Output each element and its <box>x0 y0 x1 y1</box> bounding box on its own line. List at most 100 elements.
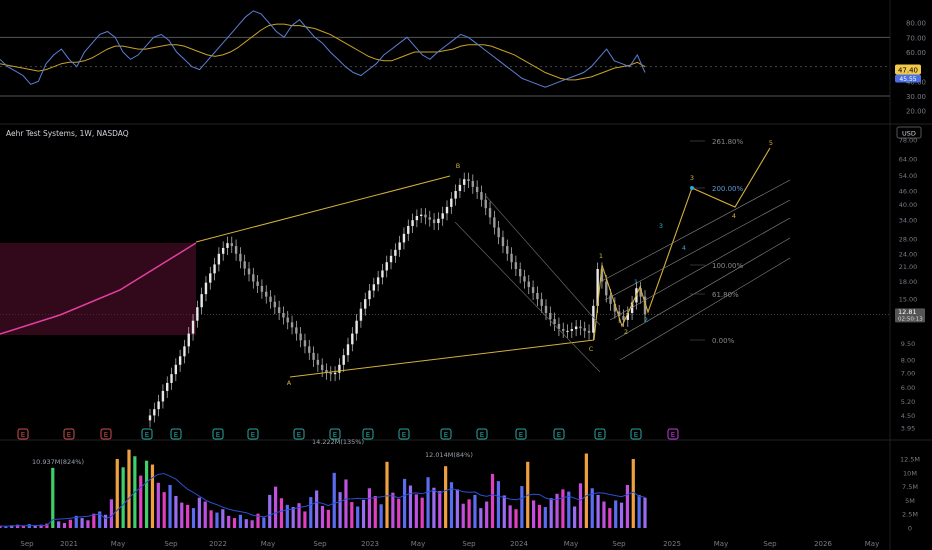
volume-bar <box>502 495 506 528</box>
candle-body <box>566 330 569 332</box>
price-tick-label: 21.00 <box>899 263 918 271</box>
wave-label: 1 <box>599 252 603 260</box>
candle-body <box>265 291 268 297</box>
x-axis-label: Sep <box>20 540 34 548</box>
candle-body <box>609 295 612 304</box>
volume-bar <box>549 498 553 528</box>
price-tick-label: 9.50 <box>901 340 915 348</box>
price-tick-label: 54.00 <box>899 172 918 180</box>
candle-body <box>346 344 350 356</box>
rsi-value-badge <box>895 64 921 75</box>
earnings-label: E <box>480 431 484 439</box>
earnings-marker <box>212 428 224 440</box>
x-axis-label: Sep <box>612 540 626 548</box>
candles-group <box>148 172 647 428</box>
volume-bar <box>485 501 489 528</box>
volume-annotation: 12.014M(84%) <box>425 451 473 459</box>
currency-button[interactable] <box>896 126 922 139</box>
volume-bar <box>174 496 178 528</box>
earnings-marker <box>398 428 410 440</box>
candle-body <box>428 217 431 220</box>
volume-bar <box>385 461 389 528</box>
volume-annotation: 14.222M(135%) <box>312 438 364 446</box>
candle-body <box>540 299 543 306</box>
volume-bar <box>391 492 395 528</box>
earnings-marker <box>594 428 606 440</box>
earnings-label: E <box>598 431 602 439</box>
channel-line <box>604 199 791 301</box>
earnings-label: E <box>21 431 25 439</box>
candle-body <box>148 415 152 421</box>
candle-body <box>303 340 307 347</box>
earnings-marker <box>630 428 642 440</box>
volume-tick-label: 0 <box>908 525 912 533</box>
volume-bar <box>221 509 225 528</box>
rsi-value-label: 47.40 <box>898 66 918 74</box>
wave-label: 3 <box>659 222 663 230</box>
candle-body <box>626 312 629 320</box>
volume-bar <box>397 498 401 528</box>
volume-bar <box>186 504 190 528</box>
volume-bar <box>191 508 196 528</box>
currency-label: USD <box>902 130 916 138</box>
candle-body <box>260 285 264 292</box>
volume-bar <box>608 508 612 528</box>
wave-label: 2 <box>624 328 628 336</box>
price-tick-label: 28.00 <box>899 235 918 243</box>
candle-body <box>445 206 449 214</box>
candle-body <box>333 372 337 375</box>
channel-line <box>619 257 791 361</box>
candle-body <box>389 255 393 263</box>
earnings-label: E <box>366 431 370 439</box>
volume-bar <box>62 523 67 528</box>
earnings-marker <box>170 428 182 440</box>
x-axis-label: Sep <box>164 540 178 548</box>
earnings-label: E <box>519 431 523 439</box>
candle-body <box>204 282 208 295</box>
candle-body <box>364 299 367 309</box>
wave-projection-path <box>593 147 771 341</box>
volume-bar <box>350 502 354 528</box>
earnings-marker <box>63 428 75 440</box>
candle-body <box>282 312 285 318</box>
candle-body <box>342 355 345 365</box>
volume-bar <box>273 486 278 528</box>
wedge-lower-line <box>289 339 595 378</box>
volume-bar <box>449 482 454 528</box>
x-axis-label: May <box>865 540 879 548</box>
volume-bar <box>567 491 571 528</box>
volume-bar <box>414 494 418 528</box>
volume-bar <box>461 503 465 528</box>
candle-body <box>221 247 225 254</box>
candle-body <box>544 305 548 313</box>
volume-bar <box>402 478 407 528</box>
candle-body <box>239 253 242 262</box>
candle-body <box>587 330 591 333</box>
last-price-badge <box>895 308 925 323</box>
rsi-line <box>0 10 646 88</box>
candle-body <box>454 190 457 199</box>
volume-bar <box>10 525 14 528</box>
candle-body <box>196 307 199 321</box>
candle-body <box>437 218 440 224</box>
volume-bar <box>367 488 372 528</box>
candle-body <box>295 327 298 334</box>
earnings-marker <box>247 428 259 440</box>
x-axis-label: Sep <box>462 540 476 548</box>
volume-bar <box>244 519 248 528</box>
candle-body <box>592 305 595 333</box>
earnings-marker <box>362 428 374 440</box>
volume-bar <box>625 484 630 528</box>
price-tick-label: 64.00 <box>899 156 918 164</box>
candle-body <box>613 303 617 312</box>
price-tick-label: 15.00 <box>899 296 918 304</box>
volume-bar <box>514 509 518 528</box>
earnings-label: E <box>402 431 406 439</box>
volume-bar <box>250 520 254 528</box>
candle-body <box>523 276 526 282</box>
last-price-label: 12.81 <box>898 308 917 316</box>
candle-body <box>247 268 251 275</box>
candle-body <box>432 219 436 224</box>
